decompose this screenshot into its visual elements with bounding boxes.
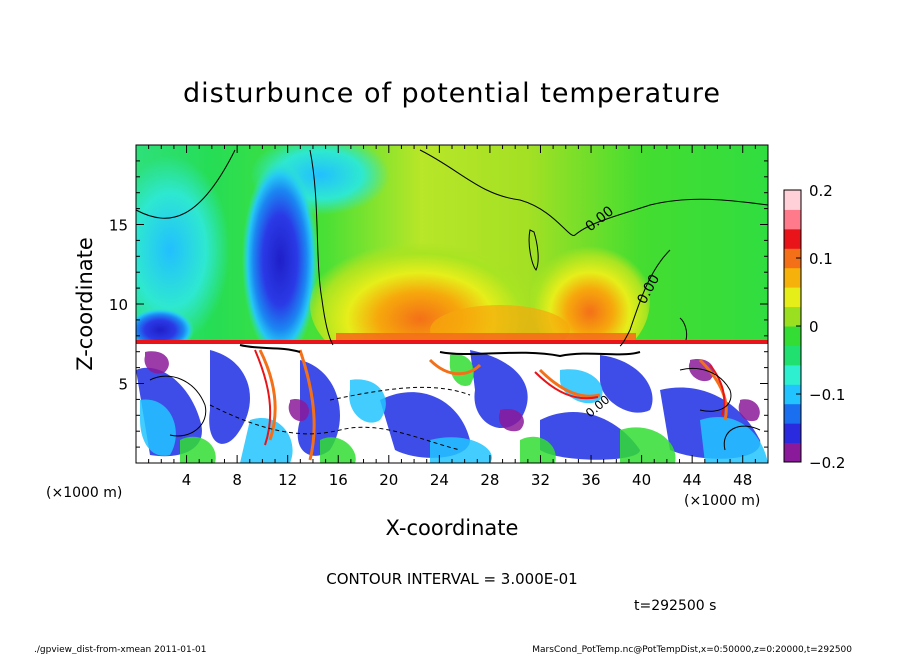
colorbar-swatch xyxy=(784,364,801,385)
x-tick-label: 48 xyxy=(733,471,752,489)
x-tick-label: 12 xyxy=(278,471,297,489)
lower-cyan-swirls xyxy=(140,369,768,463)
colorbar-swatch xyxy=(784,228,801,249)
footer-left: ./gpview_dist-from-xmean 2011-01-01 xyxy=(34,645,206,654)
cold-plume xyxy=(242,160,318,360)
cyan-region-left xyxy=(136,155,230,345)
colorbar-swatch xyxy=(784,442,801,463)
contour-lines xyxy=(136,149,768,451)
lower-blue-swirls xyxy=(136,350,761,460)
footer-right: MarsCond_PotTemp.nc@PotTempDist,x=0:5000… xyxy=(532,645,852,654)
contour-interval-text: CONTOUR INTERVAL = 3.000E-01 xyxy=(326,570,577,588)
x-tick-label: 20 xyxy=(379,471,398,489)
chart-title: disturbunce of potential temperature xyxy=(183,78,721,109)
x-unit-right: (×1000 m) xyxy=(684,493,760,509)
colorbar-swatch xyxy=(784,326,801,346)
x-axis-label: X-coordinate xyxy=(386,516,519,540)
colorbar-swatch xyxy=(784,403,801,424)
colorbar-swatch xyxy=(784,345,801,366)
colorbar-swatch xyxy=(784,306,801,327)
colorbar-tick-label: 0.2 xyxy=(809,182,833,200)
x-tick-label: 8 xyxy=(232,471,242,489)
y-tick-label: 5 xyxy=(118,376,128,394)
x-tick-label: 40 xyxy=(632,471,651,489)
colorbar-swatch xyxy=(784,267,801,288)
colorbar-swatch xyxy=(784,423,801,444)
x-tick-label: 16 xyxy=(329,471,348,489)
time-text: t=292500 s xyxy=(634,598,716,614)
colorbar-ticks: 0.2 0.1 0 −0.1 −0.2 xyxy=(796,182,845,472)
x-tick-label: 28 xyxy=(480,471,499,489)
lower-red-streaks xyxy=(254,349,726,446)
x-tick-label: 36 xyxy=(581,471,600,489)
plot-area xyxy=(136,145,768,463)
y-tick-label: 10 xyxy=(109,296,128,314)
colorbar-swatch xyxy=(784,384,801,405)
lower-warm-streaks xyxy=(258,349,728,461)
x-tick-label: 4 xyxy=(182,471,192,489)
x-tick-label: 32 xyxy=(531,471,550,489)
lower-green-swirls xyxy=(180,354,676,463)
x-tick-label: 44 xyxy=(683,471,702,489)
colorbar-tick-label: 0 xyxy=(809,318,819,336)
x-axis-ticks: 4 8 12 16 20 24 28 32 36 40 44 48 xyxy=(148,145,756,489)
colorbar-tick-label: −0.1 xyxy=(809,386,845,404)
y-axis-label: Z-coordinate xyxy=(73,237,97,371)
colorbar-swatch xyxy=(784,190,801,210)
lower-purple-swirls xyxy=(144,351,760,432)
layer-top-line xyxy=(136,340,768,344)
x-tick-label: 24 xyxy=(430,471,449,489)
y-tick-label: 15 xyxy=(109,217,128,235)
y-axis-ticks: 5 10 15 xyxy=(109,160,768,448)
colorbar-swatch xyxy=(784,248,801,269)
colorbar-swatch xyxy=(784,209,801,230)
colorbar-tick-label: 0.1 xyxy=(809,250,833,268)
colorbar xyxy=(784,190,801,463)
x-unit-left: (×1000 m) xyxy=(46,485,122,501)
colorbar-tick-label: −0.2 xyxy=(809,454,845,472)
colorbar-swatch xyxy=(784,287,801,308)
layer-top-band xyxy=(336,333,636,342)
